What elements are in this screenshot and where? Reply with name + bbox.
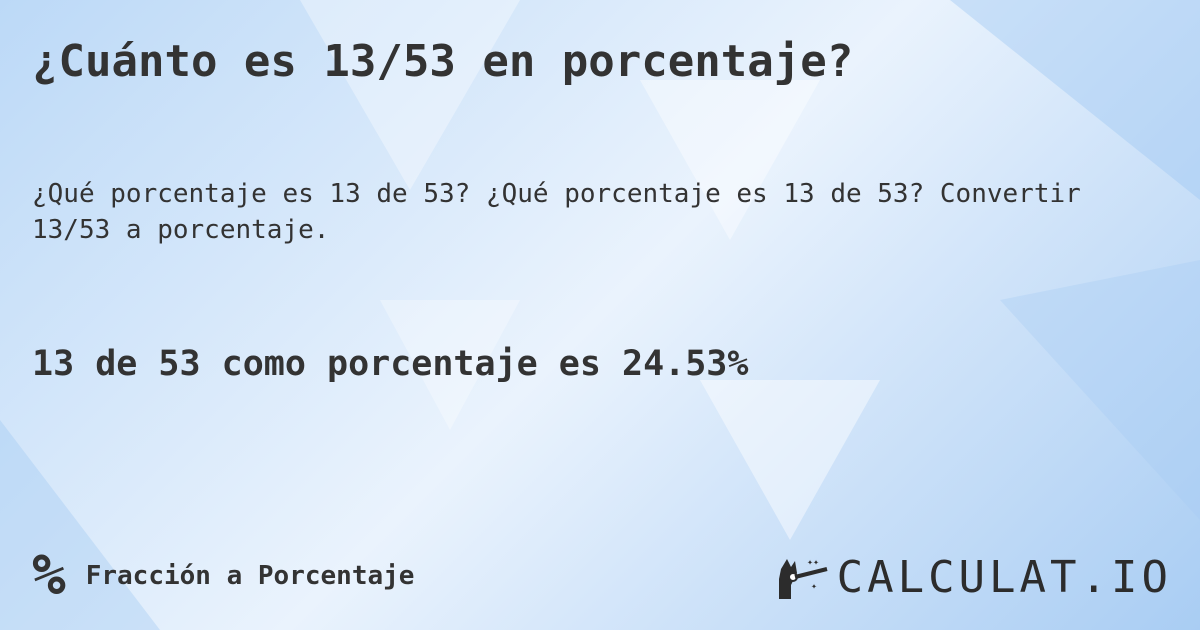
answer-text: 13 de 53 como porcentaje es 24.53% <box>32 344 749 384</box>
logo-text: CALCULAT.IO <box>836 552 1172 603</box>
page-title: ¿Cuánto es 13/53 en porcentaje? <box>32 36 854 87</box>
logo[interactable]: ✦✦ ✦ CALCULAT.IO <box>777 552 1172 603</box>
svg-text:✦✦: ✦✦ <box>807 557 819 568</box>
svg-text:✦: ✦ <box>811 581 817 592</box>
subtitle: ¿Qué porcentaje es 13 de 53? ¿Qué porcen… <box>32 179 1081 245</box>
category-link[interactable]: % Fracción a Porcentaje <box>32 548 414 604</box>
magic-hand-icon: ✦✦ ✦ <box>778 557 828 599</box>
category-label: Fracción a Porcentaje <box>85 561 415 591</box>
percent-icon: % <box>32 543 66 608</box>
